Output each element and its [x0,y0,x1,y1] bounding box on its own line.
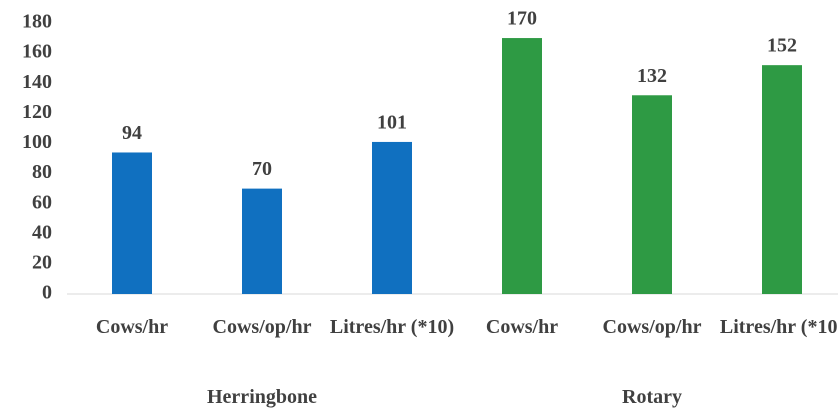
y-tick-label: 60 [32,191,52,213]
y-tick-label: 80 [32,161,52,183]
bar [632,95,672,295]
y-tick-label: 40 [32,221,52,243]
data-label: 94 [122,122,142,144]
bar [372,141,412,294]
x-tick-label: Cows/op/hr [602,316,702,338]
y-tick-label: 20 [32,251,52,273]
group-label: Herringbone [207,386,317,408]
y-tick-label: 160 [22,41,52,63]
x-tick-label: Cows/op/hr [212,316,312,338]
data-label: 170 [507,8,537,30]
x-tick-label: Litres/hr (*10) [329,316,455,338]
group-label: Rotary [622,386,682,408]
y-tick-label: 120 [22,101,52,123]
y-tick-label: 100 [22,131,52,153]
data-label: 101 [377,112,407,134]
data-label: 70 [252,158,272,180]
x-tick-label: Cows/hr [95,316,169,338]
data-label: 132 [637,65,667,87]
y-tick-label: 140 [22,71,52,93]
y-tick-label: 0 [42,282,52,304]
x-tick-label: Cows/hr [485,316,559,338]
bar [112,152,152,294]
x-tick-label: Litres/hr (*10) [719,316,838,338]
bar [502,38,542,294]
bar [242,188,282,294]
bar [762,65,802,295]
data-label: 152 [767,35,797,57]
y-tick-label: 180 [22,11,52,33]
